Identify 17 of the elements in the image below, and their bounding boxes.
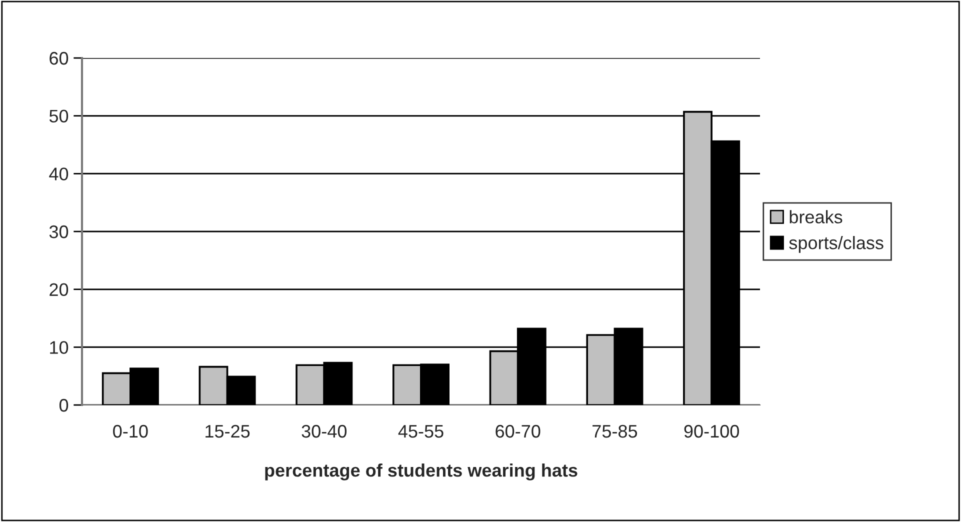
legend-label: breaks [790, 210, 842, 224]
y-tick-label: 60 [50, 52, 68, 65]
x-tick-label: 90-100 [684, 424, 739, 438]
y-tick-label: 0 [59, 398, 68, 412]
x-tick-label: 30-40 [302, 424, 347, 438]
y-tick-label: 30 [49, 225, 68, 238]
y-tick-label: 50 [49, 110, 68, 123]
y-tick-label: 10 [50, 341, 68, 354]
y-tick-label: 20 [50, 283, 68, 296]
x-tick-label: 0-10 [113, 424, 148, 438]
x-axis-title: percentage of students wearing hats [265, 464, 578, 480]
x-tick-label: 45-55 [398, 425, 444, 438]
y-tick-label: 40 [49, 168, 68, 180]
legend-label: sports/class [789, 236, 884, 253]
x-tick-label: 75-85 [592, 424, 638, 438]
x-tick-label: 60-70 [496, 424, 540, 438]
x-tick-label: 15-25 [206, 424, 250, 438]
